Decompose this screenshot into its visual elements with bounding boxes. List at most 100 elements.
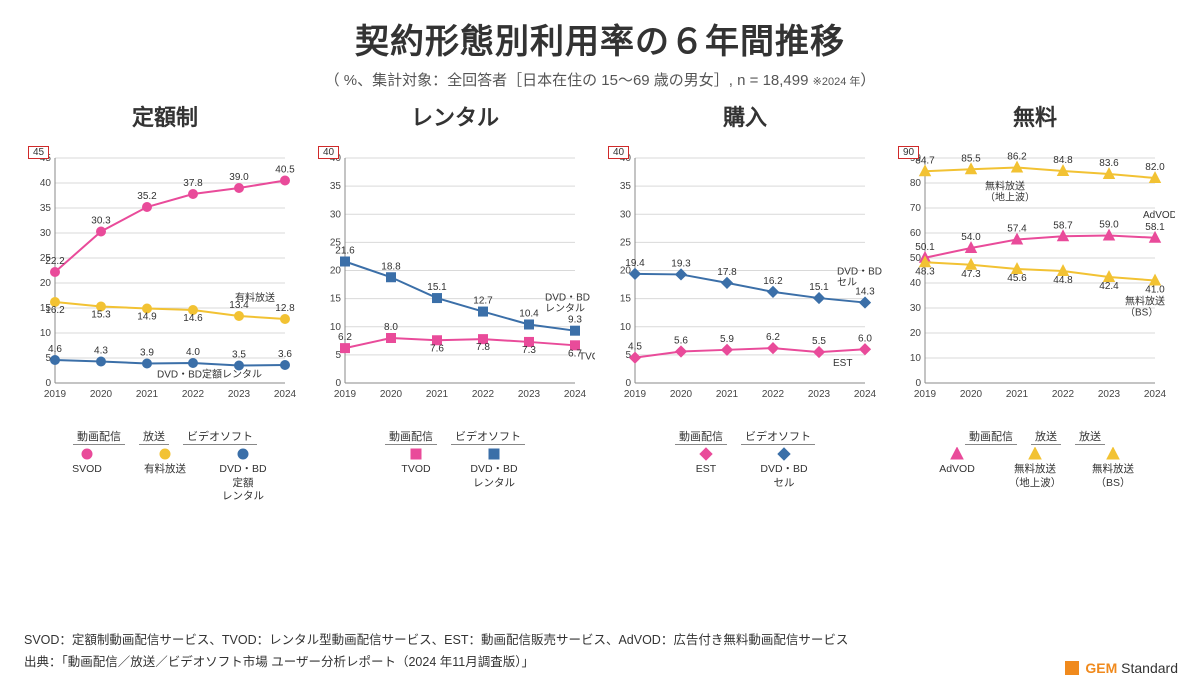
svg-text:30.3: 30.3 [91, 216, 111, 227]
svg-text:10: 10 [910, 353, 922, 364]
svg-text:54.0: 54.0 [961, 232, 981, 243]
legend-header: 動画配信 [675, 428, 727, 445]
svg-text:47.3: 47.3 [961, 269, 981, 280]
svg-text:10: 10 [620, 322, 632, 333]
svg-text:45.6: 45.6 [1007, 273, 1027, 284]
svg-text:16.2: 16.2 [45, 305, 65, 316]
svg-text:15.1: 15.1 [427, 282, 447, 293]
svg-text:DVD・BD: DVD・BD [837, 267, 882, 278]
svg-text:30: 30 [330, 209, 342, 220]
svg-text:6.2: 6.2 [338, 332, 352, 343]
svg-text:2023: 2023 [228, 389, 251, 400]
svg-text:35: 35 [620, 181, 632, 192]
svg-text:2022: 2022 [472, 389, 495, 400]
svg-text:85.5: 85.5 [961, 153, 981, 164]
svg-text:7.6: 7.6 [430, 343, 444, 354]
legend-item: DVD・BD定額レンタル [211, 447, 275, 504]
svg-text:0: 0 [625, 378, 631, 389]
svg-text:0: 0 [45, 378, 51, 389]
svg-text:19.4: 19.4 [625, 258, 645, 269]
legend-item: 有料放送 [133, 447, 197, 477]
legend-item: EST [674, 447, 738, 477]
svg-text:DVD・BD: DVD・BD [545, 293, 590, 304]
svg-text:18.8: 18.8 [381, 261, 401, 272]
legend-header: 放送 [139, 428, 169, 445]
page-title: 契約形態別利用率の６年間推移 [0, 14, 1200, 63]
svg-text:30: 30 [40, 228, 52, 239]
svg-text:35: 35 [330, 181, 342, 192]
svg-text:4.3: 4.3 [94, 346, 108, 357]
svg-text:15: 15 [620, 294, 632, 305]
svg-text:0: 0 [335, 378, 341, 389]
legend-header: 放送 [1075, 428, 1105, 445]
svg-text:3.9: 3.9 [140, 348, 154, 359]
legend-item: DVD・BDレンタル [462, 447, 526, 490]
svg-text:2024: 2024 [564, 389, 587, 400]
svg-text:42.4: 42.4 [1099, 281, 1119, 292]
svg-text:86.2: 86.2 [1007, 152, 1027, 163]
svg-text:40.5: 40.5 [275, 165, 295, 176]
svg-text:2023: 2023 [1098, 389, 1121, 400]
svg-text:2019: 2019 [914, 389, 937, 400]
svg-text:14.6: 14.6 [183, 313, 203, 324]
svg-text:12.8: 12.8 [275, 303, 295, 314]
svg-text:2024: 2024 [854, 389, 877, 400]
panel-title: レンタル [315, 100, 595, 132]
svg-text:2022: 2022 [182, 389, 205, 400]
svg-text:2021: 2021 [136, 389, 159, 400]
svg-text:10.4: 10.4 [519, 309, 539, 320]
svg-text:6.0: 6.0 [858, 333, 872, 344]
ymax-box: 45 [28, 146, 49, 159]
svg-text:20: 20 [40, 278, 52, 289]
subtitle-note: ※2024 年 [813, 76, 861, 88]
brand-gem: GEM [1085, 660, 1117, 676]
svg-text:16.2: 16.2 [763, 276, 783, 287]
svg-text:2023: 2023 [518, 389, 541, 400]
svg-text:15: 15 [330, 294, 342, 305]
svg-text:10: 10 [330, 322, 342, 333]
subtitle-close: ） [860, 72, 875, 89]
chart-purchase: 40 0510152025303540201920202021202220232… [605, 140, 885, 420]
legend-item: TVOD [384, 447, 448, 477]
svg-text:80: 80 [910, 178, 922, 189]
svg-text:15.3: 15.3 [91, 310, 111, 321]
panel-title: 購入 [605, 100, 885, 132]
legend: 動画配信放送放送 AdVOD無料放送（地上波）無料放送（BS） [895, 428, 1175, 490]
svg-text:DVD・BD定額レンタル: DVD・BD定額レンタル [157, 368, 262, 381]
legend: 動画配信放送ビデオソフト SVOD有料放送DVD・BD定額レンタル [25, 428, 305, 504]
svg-text:30: 30 [910, 303, 922, 314]
svg-text:10: 10 [40, 328, 52, 339]
svg-text:15.1: 15.1 [809, 282, 829, 293]
svg-text:60: 60 [910, 228, 922, 239]
panel-purchase: 購入 40 0510152025303540201920202021202220… [605, 100, 885, 504]
legend: 動画配信ビデオソフト ESTDVD・BDセル [605, 428, 885, 490]
svg-text:2021: 2021 [1006, 389, 1029, 400]
svg-text:41.0: 41.0 [1145, 285, 1165, 296]
legend-header: 動画配信 [385, 428, 437, 445]
svg-text:2024: 2024 [1144, 389, 1167, 400]
chart-free: 90 0102030405060708090201920202021202220… [895, 140, 1175, 420]
legend-header: 放送 [1031, 428, 1061, 445]
svg-text:44.8: 44.8 [1053, 275, 1073, 286]
legend-header: 動画配信 [965, 428, 1017, 445]
svg-text:2021: 2021 [426, 389, 449, 400]
legend-header: 動画配信 [73, 428, 125, 445]
svg-text:2024: 2024 [274, 389, 297, 400]
svg-text:0: 0 [915, 378, 921, 389]
legend-header: ビデオソフト [451, 428, 525, 445]
legend-item: DVD・BDセル [752, 447, 816, 490]
svg-text:14.3: 14.3 [855, 287, 875, 298]
svg-text:22.2: 22.2 [45, 256, 65, 267]
svg-text:14.9: 14.9 [137, 312, 157, 323]
chart-rental: 40 0510152025303540201920202021202220232… [315, 140, 595, 420]
panel-title: 定額制 [25, 100, 305, 132]
panel-subscription: 定額制 45 051015202530354045201920202021202… [25, 100, 305, 504]
svg-text:58.7: 58.7 [1053, 220, 1073, 231]
panel-free: 無料 90 0102030405060708090201920202021202… [895, 100, 1175, 504]
svg-text:2020: 2020 [90, 389, 113, 400]
svg-text:2019: 2019 [44, 389, 67, 400]
svg-text:有料放送: 有料放送 [235, 291, 275, 304]
panel-title: 無料 [895, 100, 1175, 132]
subtitle-main: （ %、集計対象：全回答者［日本在住の 15～69 歳の男女］, n = 18,… [325, 72, 813, 89]
svg-text:58.1: 58.1 [1145, 222, 1165, 233]
